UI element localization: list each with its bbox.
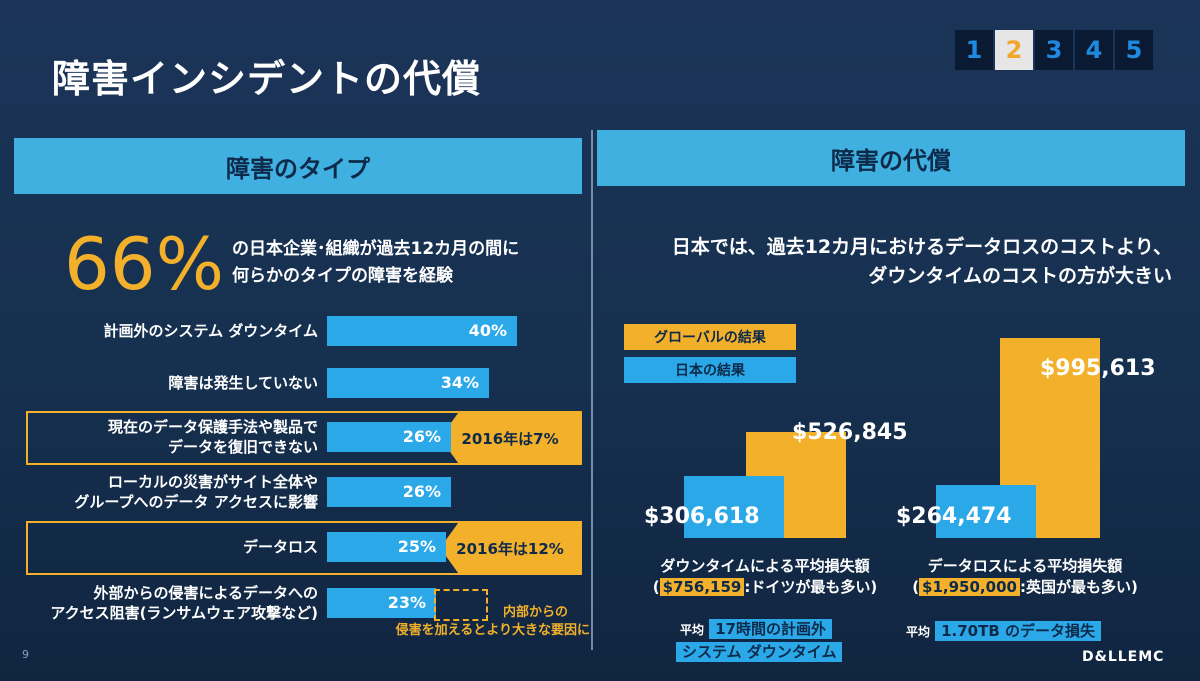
internal-note-line1: 内部からの [502, 605, 568, 620]
bar-label-line: グループへのデータ アクセスに影響 [74, 493, 318, 511]
big-percent-note-line2: 何らかのタイプの障害を経験 [232, 266, 453, 286]
dataloss-sub-value: $1,950,000 [919, 578, 1020, 596]
dell-emc-logo: D&LLEMC [1082, 649, 1165, 665]
bar [327, 316, 517, 346]
bar [327, 368, 489, 398]
bar-value: 25% [397, 537, 436, 556]
right-note: 日本では、過去12カ月におけるデータロスのコストより、 ダウンタイムのコストの方… [600, 233, 1172, 291]
downtime-label: ダウンタイムによる平均損失額 [660, 557, 870, 575]
note-tag: 2016年は12% [440, 521, 580, 575]
big-percent: 66% [64, 222, 225, 306]
downtime-label-block: ダウンタイムによる平均損失額 ($756,159:ドイツが最も多い) [640, 556, 890, 598]
bar [327, 477, 451, 507]
bar-label: 現在のデータ保護手法や製品でデータを復旧できない [20, 417, 318, 457]
right-section-header: 障害の代償 [597, 130, 1185, 186]
bar-value: 23% [387, 593, 426, 612]
cost-chart: $306,618 $526,845 $264,474 $995,613 [600, 300, 1200, 560]
bar-label-line: 現在のデータ保護手法や製品で [107, 418, 318, 436]
internal-note: 内部からの 侵害を加えるとより大きな要因に [360, 604, 590, 640]
bar-value: 26% [402, 482, 441, 501]
downtime-avg-line2-wrap: システム ダウンタイム [676, 641, 843, 662]
pager-item-1: 1 [955, 30, 993, 70]
dataloss-label-block: データロスによる平均損失額 ($1,950,000:英国が最も多い) [890, 556, 1160, 598]
pager-item-2: 2 [995, 30, 1033, 70]
bar-label: データロス [20, 537, 318, 557]
dataloss-paren: ( [912, 578, 920, 596]
bar [327, 532, 446, 562]
right-note-line2: ダウンタイムのコストの方が大きい [868, 265, 1172, 287]
page-number: 9 [22, 648, 29, 661]
bar-label: 計画外のシステム ダウンタイム [20, 321, 318, 341]
bar-label: ローカルの災害がサイト全体やグループへのデータ アクセスに影響 [20, 472, 318, 512]
downtime-avg-label: 平均 [680, 623, 705, 637]
dataloss-avg-label: 平均 [906, 625, 931, 639]
downtime-paren: ( [652, 578, 660, 596]
bar-value: 26% [402, 427, 441, 446]
bar-value: 40% [468, 321, 507, 340]
page-title: 障害インシデントの代償 [52, 57, 482, 101]
downtime-avg-line2: システム ダウンタイム [676, 642, 843, 662]
bar-japan [936, 485, 1036, 538]
dataloss-avg: 1.70TB のデータ損失 [935, 621, 1102, 641]
bar [327, 588, 436, 618]
dataloss-sub-text: :英国が最も多い) [1019, 578, 1138, 596]
dataloss-label: データロスによる平均損失額 [927, 557, 1123, 575]
bar-label-line: データを復旧できない [167, 438, 318, 456]
left-section-header: 障害のタイプ [14, 138, 582, 194]
failure-type-chart: 計画外のシステム ダウンタイム 40% 障害は発生していない 34% 2016年は7% 現… [20, 316, 582, 623]
bar-japan [684, 476, 784, 538]
pager-item-5: 5 [1115, 30, 1153, 70]
big-percent-note: の日本企業･組織が過去12カ月の間に 何らかのタイプの障害を経験 [232, 236, 519, 290]
highlight-box [26, 411, 582, 465]
bar-label-line: アクセス阻害(ランサムウェア攻撃など) [50, 604, 318, 622]
bar-label: 外部からの侵害によるデータへのアクセス阻害(ランサムウェア攻撃など) [20, 583, 318, 623]
legend-japan: 日本の結果 [624, 357, 796, 383]
right-note-line1: 日本では、過去12カ月におけるデータロスのコストより、 [671, 236, 1172, 258]
bar-label-line: 障害は発生していない [168, 374, 318, 392]
value-label-japan: $264,474 [896, 504, 1012, 529]
pager-item-4: 4 [1075, 30, 1113, 70]
note-tag: 2016年は7% [440, 411, 580, 465]
section-divider [591, 130, 593, 650]
internal-note-line2: 侵害を加えるとより大きな要因に [395, 623, 590, 638]
pager-item-3: 3 [1035, 30, 1073, 70]
big-percent-note-line1: の日本企業･組織が過去12カ月の間に [232, 239, 520, 259]
dataloss-avg-block: 平均 1.70TB のデータ損失 [906, 620, 1102, 641]
downtime-sub: ($756,159:ドイツが最も多い) [640, 577, 890, 598]
downtime-sub-text: :ドイツが最も多い) [744, 578, 878, 596]
bar [327, 422, 451, 452]
bar-label: 障害は発生していない [20, 373, 318, 393]
bar-label-line: 外部からの侵害によるデータへの [93, 584, 318, 602]
downtime-sub-value: $756,159 [659, 578, 745, 596]
bar-label-line: 計画外のシステム ダウンタイム [103, 322, 318, 340]
value-label-japan: $306,618 [644, 504, 760, 529]
dataloss-sub: ($1,950,000:英国が最も多い) [890, 577, 1160, 598]
value-label-global: $995,613 [1040, 356, 1156, 381]
bar-value: 34% [440, 373, 479, 392]
downtime-avg-block: 平均 17時間の計画外 [680, 618, 832, 639]
bar-label-line: データロス [242, 538, 318, 556]
highlight-box [26, 521, 582, 575]
value-label-global: $526,845 [792, 420, 908, 445]
legend-global: グローバルの結果 [624, 324, 796, 350]
dashed-extension [434, 589, 488, 621]
downtime-avg-line1: 17時間の計画外 [709, 619, 832, 639]
bar-label-line: ローカルの災害がサイト全体や [107, 473, 318, 491]
